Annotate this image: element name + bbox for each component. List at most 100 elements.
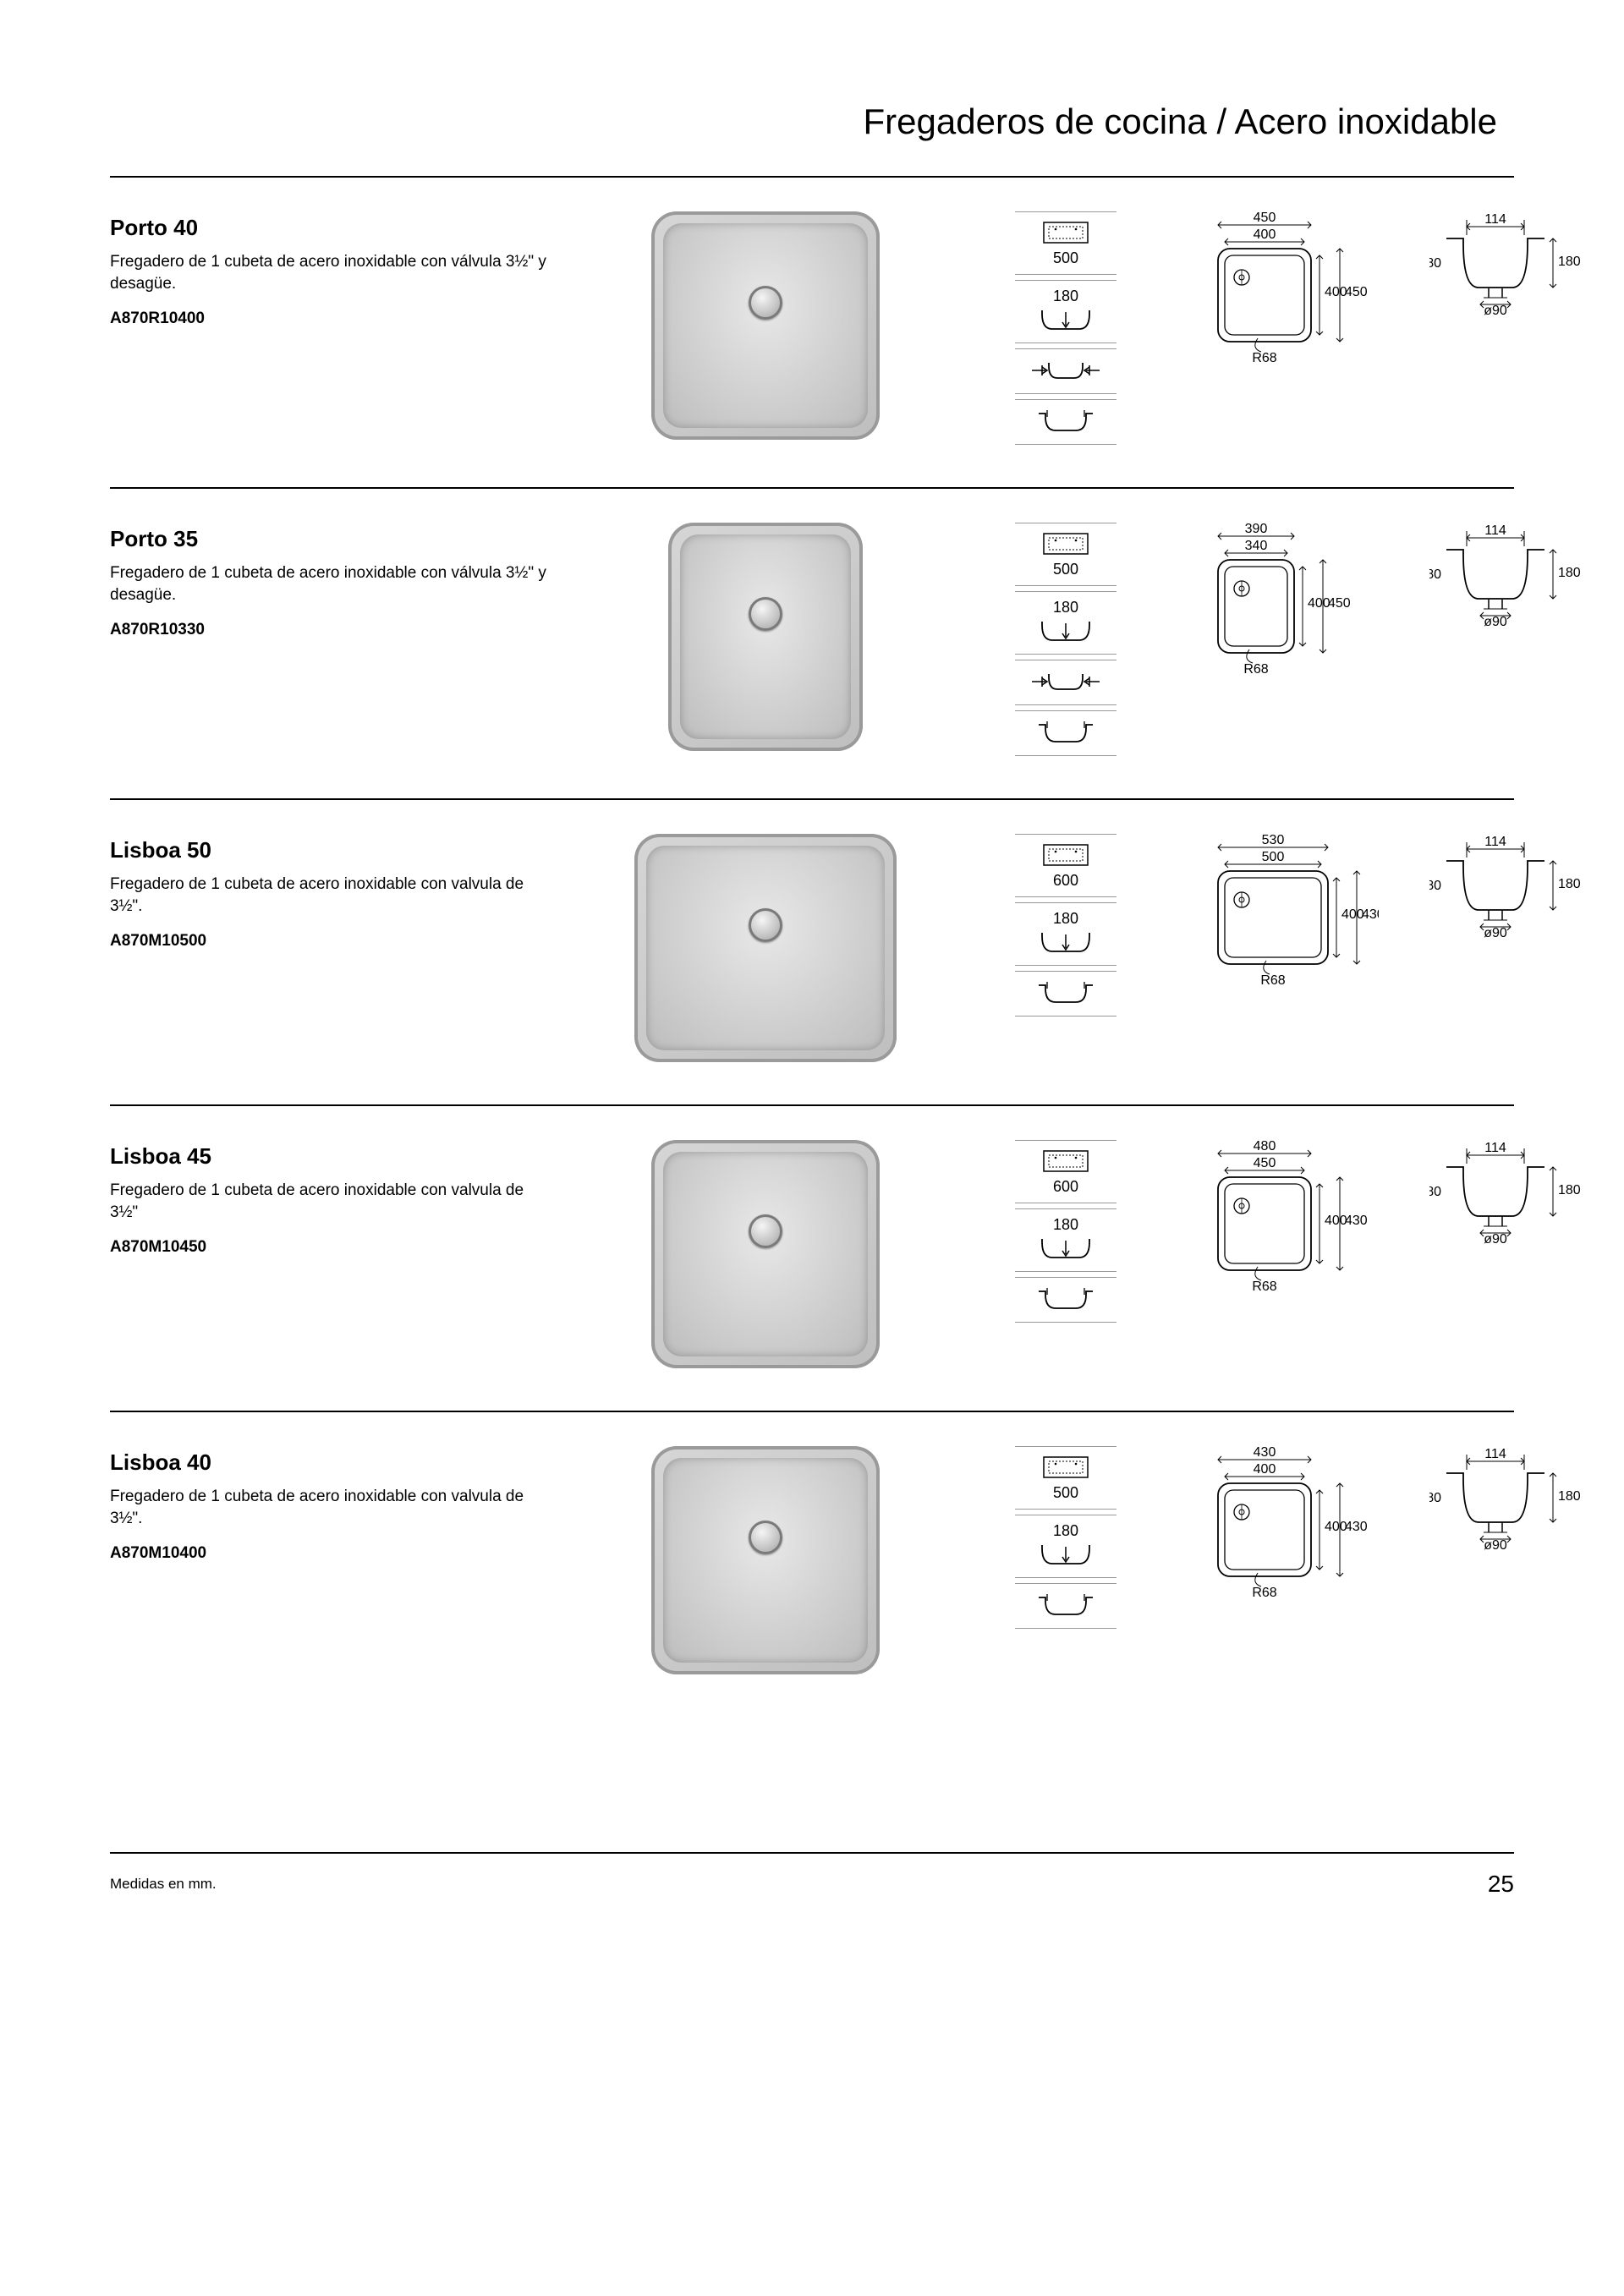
product-title: Lisboa 40: [110, 1449, 550, 1476]
svg-text:114: 114: [1484, 212, 1506, 227]
technical-drawing: 430 400 400 430 R68 114 180 180 ø90: [1201, 1446, 1582, 1674]
product-title: Porto 40: [110, 215, 550, 241]
svg-text:180: 180: [1429, 256, 1441, 271]
cabinet-width-icon: 600: [1015, 834, 1116, 897]
product-code: A870M10400: [110, 1544, 550, 1563]
svg-text:R68: R68: [1252, 1586, 1276, 1600]
svg-text:390: 390: [1245, 523, 1268, 536]
product-description-text: Fregadero de 1 cubeta de acero inoxidabl…: [110, 251, 550, 294]
product-code: A870R10400: [110, 310, 550, 328]
product-photo: [601, 1446, 930, 1674]
svg-text:450: 450: [1254, 211, 1276, 225]
svg-text:180: 180: [1558, 566, 1581, 580]
svg-text:180: 180: [1558, 1183, 1581, 1197]
svg-text:R68: R68: [1260, 973, 1285, 988]
product-photo: [601, 1140, 930, 1368]
cabinet-width-icon: 500: [1015, 523, 1116, 586]
svg-text:400: 400: [1254, 227, 1276, 242]
product-row: Lisboa 50 Fregadero de 1 cubeta de acero…: [110, 798, 1514, 1104]
product-row: Lisboa 40 Fregadero de 1 cubeta de acero…: [110, 1411, 1514, 1717]
product-row: Lisboa 45 Fregadero de 1 cubeta de acero…: [110, 1104, 1514, 1411]
svg-text:400: 400: [1325, 1214, 1347, 1228]
svg-text:ø90: ø90: [1484, 1538, 1507, 1553]
svg-text:R68: R68: [1252, 351, 1276, 365]
sink-image: [668, 523, 863, 751]
svg-text:450: 450: [1345, 285, 1368, 299]
mount-profile-icon: [1015, 660, 1116, 705]
cabinet-width-icon: 600: [1015, 1140, 1116, 1203]
sink-image: [651, 1140, 880, 1368]
depth-profile-icon: 180: [1015, 280, 1116, 343]
topdown-drawing: 480 450 400 430 R68: [1201, 1140, 1379, 1305]
product-row: Porto 40 Fregadero de 1 cubeta de acero …: [110, 176, 1514, 487]
section-drawing: 114 180 180 ø90: [1429, 211, 1582, 342]
svg-text:180: 180: [1429, 1491, 1441, 1505]
product-description: Lisboa 50 Fregadero de 1 cubeta de acero…: [110, 834, 550, 1062]
svg-text:180: 180: [1429, 567, 1441, 582]
svg-text:ø90: ø90: [1484, 615, 1507, 629]
svg-text:180: 180: [1558, 877, 1581, 891]
svg-text:R68: R68: [1243, 662, 1268, 677]
product-description-text: Fregadero de 1 cubeta de acero inoxidabl…: [110, 874, 550, 917]
product-title: Lisboa 50: [110, 837, 550, 863]
svg-text:430: 430: [1254, 1446, 1276, 1460]
undermount-profile-icon: [1015, 971, 1116, 1016]
product-photo: [601, 523, 930, 756]
drain-icon: [749, 1214, 782, 1248]
technical-drawing: 480 450 400 430 R68 114 180 180 ø90: [1201, 1140, 1582, 1368]
svg-text:180: 180: [1429, 879, 1441, 893]
technical-drawing: 450 400 400 450 R68 114 180 180 ø90: [1201, 211, 1582, 445]
svg-text:ø90: ø90: [1484, 926, 1507, 940]
depth-profile-icon: 180: [1015, 1208, 1116, 1272]
drain-icon: [749, 286, 782, 320]
svg-text:114: 114: [1484, 523, 1506, 538]
svg-text:450: 450: [1254, 1156, 1276, 1170]
svg-text:430: 430: [1345, 1520, 1368, 1534]
sink-image: [651, 1446, 880, 1674]
technical-drawing: 530 500 400 430 R68 114 180 180 ø90: [1201, 834, 1582, 1062]
product-title: Porto 35: [110, 526, 550, 552]
cabinet-width-icon: 500: [1015, 1446, 1116, 1510]
product-code: A870R10330: [110, 621, 550, 639]
section-drawing: 114 180 180 ø90: [1429, 523, 1582, 654]
svg-text:400: 400: [1325, 1520, 1347, 1534]
section-drawing: 114 180 180 ø90: [1429, 1446, 1582, 1577]
page-footer: Medidas en mm. 25: [110, 1852, 1514, 1898]
svg-text:114: 114: [1484, 1447, 1506, 1461]
svg-text:430: 430: [1345, 1214, 1368, 1228]
install-icons: 600180: [981, 1140, 1150, 1368]
product-description: Porto 35 Fregadero de 1 cubeta de acero …: [110, 523, 550, 756]
depth-profile-icon: 180: [1015, 1515, 1116, 1578]
product-description: Porto 40 Fregadero de 1 cubeta de acero …: [110, 211, 550, 445]
topdown-drawing: 390 340 400 450 R68: [1201, 523, 1379, 688]
depth-profile-icon: 180: [1015, 591, 1116, 655]
products-list: Porto 40 Fregadero de 1 cubeta de acero …: [110, 176, 1514, 1717]
product-description: Lisboa 40 Fregadero de 1 cubeta de acero…: [110, 1446, 550, 1674]
cabinet-width-icon: 500: [1015, 211, 1116, 275]
product-photo: [601, 834, 930, 1062]
install-icons: 600180: [981, 834, 1150, 1062]
sink-image: [634, 834, 897, 1062]
install-icons: 500180: [981, 211, 1150, 445]
product-description-text: Fregadero de 1 cubeta de acero inoxidabl…: [110, 1486, 550, 1529]
page-title: Fregaderos de cocina / Acero inoxidable: [110, 101, 1514, 142]
sink-image: [651, 211, 880, 440]
install-icons: 500180: [981, 523, 1150, 756]
topdown-drawing: 450 400 400 450 R68: [1201, 211, 1379, 376]
product-code: A870M10450: [110, 1238, 550, 1257]
svg-text:114: 114: [1484, 835, 1506, 849]
svg-text:180: 180: [1558, 255, 1581, 269]
install-icons: 500180: [981, 1446, 1150, 1674]
svg-text:180: 180: [1558, 1489, 1581, 1504]
product-title: Lisboa 45: [110, 1143, 550, 1170]
undermount-profile-icon: [1015, 710, 1116, 756]
product-code: A870M10500: [110, 932, 550, 951]
depth-profile-icon: 180: [1015, 902, 1116, 966]
svg-text:530: 530: [1262, 834, 1285, 847]
undermount-profile-icon: [1015, 399, 1116, 445]
svg-text:500: 500: [1262, 850, 1285, 864]
svg-text:430: 430: [1362, 907, 1379, 922]
svg-text:ø90: ø90: [1484, 304, 1507, 318]
section-drawing: 114 180 180 ø90: [1429, 1140, 1582, 1271]
product-row: Porto 35 Fregadero de 1 cubeta de acero …: [110, 487, 1514, 798]
